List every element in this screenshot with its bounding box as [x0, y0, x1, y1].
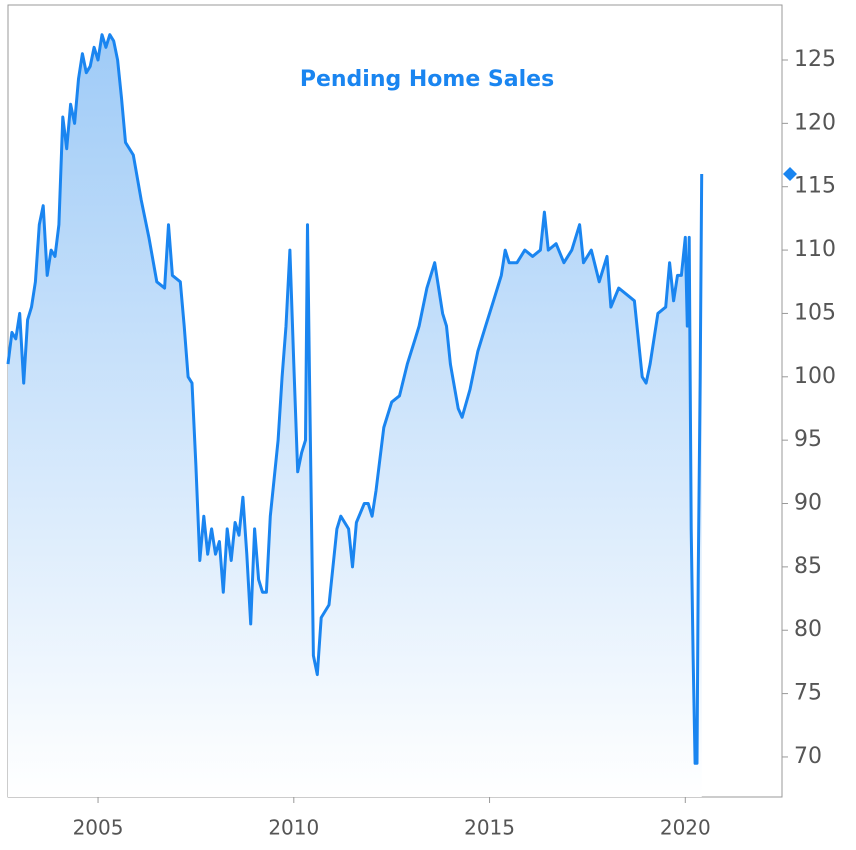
chart-title: Pending Home Sales — [300, 67, 554, 92]
y-tick-label: 95 — [794, 427, 822, 452]
y-tick-label: 100 — [794, 364, 836, 389]
y-tick-label: 125 — [794, 47, 836, 72]
x-tick-label: 2015 — [464, 816, 515, 840]
area — [8, 34, 702, 797]
y-tick-label: 75 — [794, 681, 822, 706]
y-tick-label: 80 — [794, 617, 822, 642]
y-tick-label: 90 — [794, 491, 822, 516]
x-tick-label: 2010 — [268, 816, 319, 840]
y-tick-label: 85 — [794, 554, 822, 579]
x-tick-label: 2005 — [73, 816, 124, 840]
line — [6, 33, 704, 765]
y-tick-label: 70 — [794, 744, 822, 769]
x-tick-label: 2020 — [660, 816, 711, 840]
y-tick-label: 115 — [794, 174, 836, 199]
last-value-marker — [783, 167, 797, 182]
y-tick-label: 120 — [794, 110, 836, 135]
y-tick-label: 110 — [794, 237, 836, 262]
y-tick-label: 105 — [794, 300, 836, 325]
